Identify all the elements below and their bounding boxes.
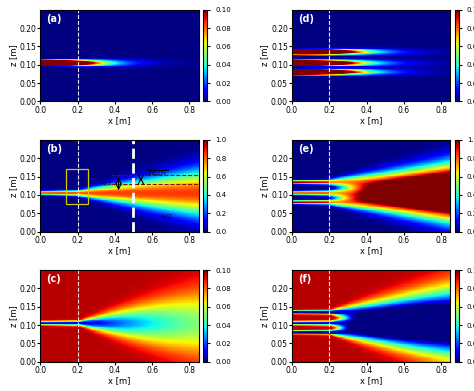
- X-axis label: x [m]: x [m]: [360, 116, 383, 125]
- Y-axis label: z [m]: z [m]: [9, 305, 18, 327]
- Text: (d): (d): [298, 14, 314, 24]
- Y-axis label: z [m]: z [m]: [261, 305, 270, 327]
- Y-axis label: z [m]: z [m]: [261, 45, 270, 66]
- Text: $\sqrt{2D_sL/v}$: $\sqrt{2D_sL/v}$: [144, 169, 168, 179]
- Y-axis label: z [m]: z [m]: [9, 45, 18, 66]
- Y-axis label: z [m]: z [m]: [261, 175, 270, 197]
- Text: (b): (b): [46, 144, 63, 154]
- X-axis label: x [m]: x [m]: [108, 246, 131, 255]
- Text: (e): (e): [298, 144, 314, 154]
- Text: (c): (c): [46, 274, 61, 284]
- X-axis label: x [m]: x [m]: [360, 376, 383, 385]
- X-axis label: x [m]: x [m]: [108, 376, 131, 385]
- Bar: [66, 169, 88, 204]
- X-axis label: x [m]: x [m]: [108, 116, 131, 125]
- X-axis label: x [m]: x [m]: [360, 246, 383, 255]
- Text: (a): (a): [46, 14, 62, 24]
- Text: $l_d/2$: $l_d/2$: [161, 212, 173, 221]
- Y-axis label: z [m]: z [m]: [9, 175, 18, 197]
- Text: w/2: w/2: [101, 181, 112, 186]
- Text: (f): (f): [298, 274, 311, 284]
